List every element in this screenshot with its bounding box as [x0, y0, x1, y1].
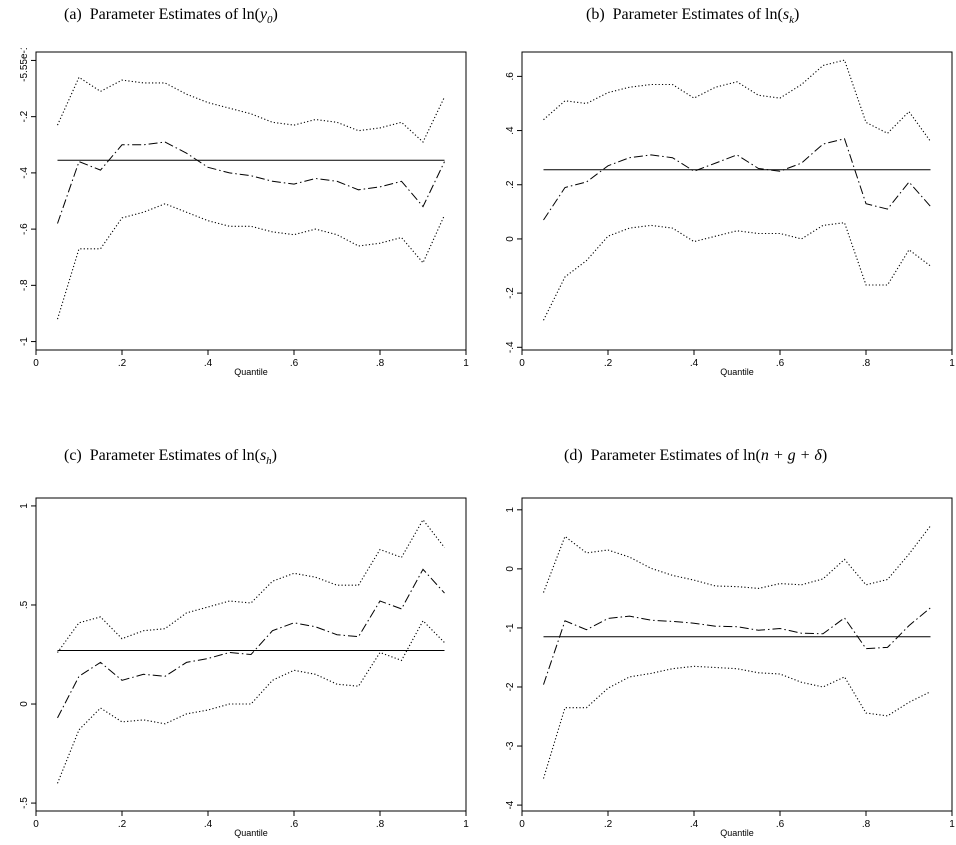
lower-confidence-line [542, 665, 931, 779]
x-axis-label: Quantile [234, 367, 268, 377]
x-tick-label: 0 [33, 819, 39, 830]
y-tick-label: 0 [19, 701, 30, 707]
y-tick-label: 0 [505, 566, 516, 572]
quantile-estimate-line [57, 141, 445, 224]
y-tick-label: 0 [505, 236, 516, 242]
plot-frame [521, 497, 953, 812]
x-tick-label: 0 [519, 819, 525, 830]
x-tick-label: .6 [776, 358, 785, 369]
lower-confidence-line [56, 619, 445, 784]
y-tick-label: 1 [19, 503, 30, 509]
y-tick-label: .4 [505, 126, 516, 135]
x-tick-label: .6 [290, 358, 299, 369]
plot-frame [521, 51, 953, 351]
x-tick-label: .6 [776, 819, 785, 830]
chart-d: 0 .2 .4 .6 .8 1 -4 -3 -2 -1 0 1 Quantile [505, 497, 955, 838]
y-tick-label: -.4 [19, 167, 30, 179]
y-tick-label: -.5 [19, 797, 30, 809]
chart-a: 0 .2 .4 .6 .8 1 -1 -.8 -.6 -.4 -.2 -5.55e-17 Quantil… [19, 48, 469, 377]
y-tick-label: 1 [505, 507, 516, 513]
x-tick-label: 0 [33, 358, 39, 369]
x-tick-label: .4 [204, 358, 213, 369]
x-tick-label: .2 [118, 819, 127, 830]
x-tick-label: 1 [463, 358, 469, 369]
x-tick-label: .4 [690, 358, 699, 369]
y-tick-label: -1 [505, 623, 516, 632]
chart-title-a: (a) Parameter Estimates of ln(y0) [64, 6, 278, 27]
x-tick-label: .4 [690, 819, 699, 830]
chart-title-b: (b) Parameter Estimates of ln(sk) [586, 6, 800, 27]
y-tick-label: -.6 [19, 223, 30, 235]
upper-confidence-line [56, 76, 445, 143]
x-tick-label: .8 [862, 358, 871, 369]
lower-confidence-line [56, 203, 446, 320]
y-tick-label: .6 [505, 72, 516, 81]
y-tick-label: -.2 [505, 287, 516, 299]
x-tick-label: .8 [376, 358, 385, 369]
x-tick-label: .8 [862, 819, 871, 830]
chart-title-d: (d) Parameter Estimates of ln(n + g + δ) [564, 447, 828, 464]
upper-confidence-line [542, 525, 931, 593]
y-tick-label: -.4 [505, 341, 516, 353]
quantile-estimate-line [543, 138, 931, 221]
x-axis-label: Quantile [720, 367, 754, 377]
y-tick-label: -.8 [19, 279, 30, 291]
x-tick-label: .4 [204, 819, 213, 830]
y-tick-label: .5 [19, 600, 30, 609]
x-axis-label: Quantile [234, 828, 268, 838]
y-tick-label: -5.55e-17 [19, 48, 30, 82]
upper-confidence-line [57, 518, 445, 653]
x-axis-label: Quantile [720, 828, 754, 838]
x-tick-label: 0 [519, 358, 525, 369]
upper-confidence-line [543, 59, 931, 142]
lower-confidence-line [543, 222, 931, 321]
chart-title-c: (c) Parameter Estimates of ln(sh) [64, 447, 277, 468]
x-tick-label: .8 [376, 819, 385, 830]
y-tick-label: -.2 [19, 110, 30, 122]
y-tick-label: .2 [505, 180, 516, 189]
quantile-estimate-line [57, 568, 445, 719]
x-tick-label: .6 [290, 819, 299, 830]
x-tick-label: .2 [604, 819, 613, 830]
quantile-estimate-line [543, 607, 931, 685]
x-tick-label: .2 [118, 358, 127, 369]
y-tick-label: -2 [505, 682, 516, 691]
x-tick-label: 1 [949, 358, 955, 369]
x-tick-label: .2 [604, 358, 613, 369]
plot-frame [35, 51, 467, 351]
chart-b: 0 .2 .4 .6 .8 1 -.4 -.2 0 .2 .4 .6 Quantile [505, 51, 955, 377]
plot-frame [35, 497, 467, 812]
x-tick-label: 1 [463, 819, 469, 830]
y-tick-label: -4 [505, 800, 516, 809]
x-tick-label: 1 [949, 819, 955, 830]
y-tick-label: -3 [505, 741, 516, 750]
y-tick-label: -1 [19, 337, 30, 346]
